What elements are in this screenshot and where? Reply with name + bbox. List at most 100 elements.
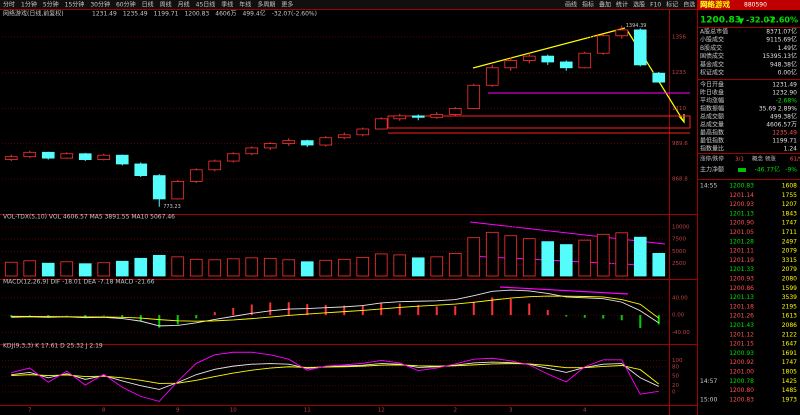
indicator-line: [11, 295, 660, 322]
tick-price: 1200.93: [729, 276, 754, 283]
toolbar-button[interactable]: 返回: [700, 2, 712, 9]
candle-body: [115, 154, 129, 165]
toolbar-tab[interactable]: 季线: [221, 1, 233, 9]
macd-bar: [417, 305, 420, 316]
volume-bar: [430, 256, 444, 277]
legend-item: 1235.49: [123, 11, 148, 18]
quote-pct: -2.60%: [767, 16, 798, 25]
y-tick-label: 0.00: [672, 313, 685, 319]
indicator-line: [11, 361, 659, 390]
breadth-item: 61/9: [790, 157, 800, 163]
stat-label: 权证成交: [700, 69, 724, 77]
y-tick-label: 7500: [672, 237, 686, 243]
tick-volume: 1747: [782, 359, 797, 366]
stat-label: A股总市值: [700, 28, 728, 36]
tick-volume: 1691: [782, 350, 797, 357]
tick-volume: 1973: [782, 396, 797, 403]
volume-bar: [78, 263, 92, 277]
toolbar-tab[interactable]: 日线: [142, 1, 154, 9]
toolbar-button[interactable]: 统计: [616, 1, 628, 9]
toolbar-button[interactable]: 选股: [633, 1, 645, 9]
toolbar-button[interactable]: F10: [650, 2, 661, 9]
toolbar-tab[interactable]: 15分钟: [65, 1, 85, 9]
stat-value: 1232.90: [772, 90, 797, 97]
toolbar-tab[interactable]: 60分钟: [116, 1, 136, 9]
candle-body: [152, 175, 166, 200]
candle-body: [189, 169, 203, 182]
macd-bar: [213, 312, 216, 316]
toolbar-tab[interactable]: 年线: [239, 1, 251, 9]
stat-value: 948.38亿: [770, 60, 797, 68]
candle-body: [245, 147, 259, 155]
candle-body: [633, 29, 647, 66]
toolbar-tab[interactable]: 30分钟: [90, 1, 110, 9]
tick-volume: 2497: [782, 238, 797, 245]
macd-bar: [343, 305, 346, 316]
macd-bar: [10, 315, 13, 317]
stat-value: 1.24: [784, 146, 798, 153]
toolbar-button[interactable]: 标记: [666, 1, 678, 9]
tick-price: 1201.11: [729, 248, 754, 255]
tick-price: 1201.14: [729, 192, 754, 199]
y-tick-label: 0: [672, 389, 676, 395]
tick-volume: 1207: [782, 201, 797, 208]
tick-price: 1200.93: [729, 201, 754, 208]
tick-price: 1201.12: [729, 331, 754, 338]
toolbar-tab[interactable]: 更多: [281, 1, 293, 9]
volume-bar: [633, 236, 647, 277]
volume-bar: [245, 257, 259, 277]
toolbar-button[interactable]: 指标: [582, 1, 594, 9]
tick-volume: 1747: [782, 220, 797, 227]
macd-bar: [454, 306, 457, 316]
tick-price: 1200.83: [729, 396, 754, 403]
flow-label: 主力净额: [700, 166, 724, 174]
candle-body: [263, 143, 277, 149]
toolbar-bg: [0, 0, 800, 9]
stat-value: 8371.07亿: [766, 28, 797, 36]
volume-bar: [208, 259, 222, 277]
tick-volume: 3539: [782, 294, 797, 301]
volume-bar: [374, 253, 388, 277]
toolbar-tab[interactable]: 月线: [178, 1, 190, 9]
x-tick-label: 3: [509, 408, 513, 414]
volume-bar: [319, 259, 333, 277]
breadth-item: 概念 领涨: [752, 155, 776, 163]
candle-body: [300, 140, 314, 146]
macd-bar: [195, 315, 198, 319]
candle-body: [393, 115, 407, 120]
macd-bar: [232, 307, 235, 316]
tick-price: 1201.15: [729, 341, 754, 348]
stat-label: 最低指数: [700, 137, 724, 145]
x-tick-label: 9: [176, 408, 180, 414]
stat-value: 35.69 2.89%: [759, 106, 797, 113]
tick-time: 14:57: [700, 378, 717, 385]
tick-price: 1200.92: [729, 359, 754, 366]
tick-time: 15:00: [700, 396, 717, 403]
candle-body: [208, 160, 222, 171]
stat-value: 1235.49: [772, 130, 797, 137]
candle-body: [41, 151, 55, 159]
x-tick-label: 7: [28, 408, 32, 414]
toolbar-tab[interactable]: 分时: [3, 1, 15, 9]
toolbar-tab[interactable]: 多周期: [257, 1, 275, 9]
macd-bar: [639, 315, 642, 329]
tick-price: 1200.83: [729, 183, 754, 190]
toolbar-button[interactable]: 画线: [565, 1, 577, 9]
toolbar-tab[interactable]: 5分钟: [43, 1, 59, 9]
toolbar-button[interactable]: 自选: [683, 1, 695, 9]
stat-label: B股成交: [700, 44, 722, 52]
toolbar-tab[interactable]: 45日线: [196, 1, 216, 9]
quote-code: 880590: [744, 2, 767, 9]
candle-body: [541, 55, 555, 63]
toolbar-tab[interactable]: 1分钟: [21, 1, 37, 9]
toolbar-button[interactable]: 叠加: [599, 1, 611, 9]
chart-title: 网络游戏(日线,前复权): [3, 10, 64, 18]
x-tick-label: 2: [454, 408, 458, 414]
volume-bar: [115, 260, 129, 277]
candle-body: [282, 140, 296, 144]
toolbar-tab[interactable]: 周线: [160, 1, 172, 9]
x-tick-label: 12: [378, 408, 385, 414]
tick-price: 1201.28: [729, 238, 754, 245]
candle-body: [448, 108, 462, 115]
tick-volume: 3315: [782, 257, 797, 264]
